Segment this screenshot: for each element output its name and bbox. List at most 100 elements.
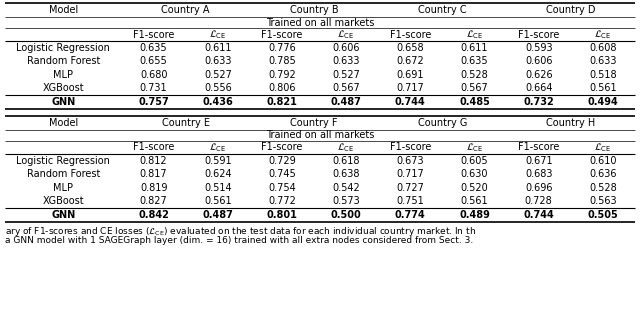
- Text: 0.727: 0.727: [396, 183, 424, 193]
- Text: 0.573: 0.573: [332, 196, 360, 206]
- Text: 0.494: 0.494: [588, 97, 618, 107]
- Text: 0.806: 0.806: [268, 83, 296, 93]
- Text: Country C: Country C: [418, 5, 467, 15]
- Text: 0.638: 0.638: [332, 169, 360, 179]
- Text: 0.528: 0.528: [589, 183, 617, 193]
- Text: 0.671: 0.671: [525, 156, 552, 166]
- Text: 0.610: 0.610: [589, 156, 617, 166]
- Text: 0.817: 0.817: [140, 169, 168, 179]
- Text: 0.611: 0.611: [461, 43, 488, 53]
- Text: 0.436: 0.436: [202, 97, 233, 107]
- Text: 0.635: 0.635: [461, 56, 488, 66]
- Text: 0.812: 0.812: [140, 156, 168, 166]
- Text: 0.608: 0.608: [589, 43, 617, 53]
- Text: 0.605: 0.605: [461, 156, 488, 166]
- Text: $\mathcal{L}_{\mathrm{CE}}$: $\mathcal{L}_{\mathrm{CE}}$: [594, 141, 612, 154]
- Text: $\mathcal{L}_{\mathrm{CE}}$: $\mathcal{L}_{\mathrm{CE}}$: [209, 141, 227, 154]
- Text: $\mathcal{L}_{\mathrm{CE}}$: $\mathcal{L}_{\mathrm{CE}}$: [466, 28, 483, 41]
- Text: F1-score: F1-score: [518, 142, 559, 153]
- Text: 0.757: 0.757: [138, 97, 169, 107]
- Text: 0.624: 0.624: [204, 169, 232, 179]
- Text: 0.567: 0.567: [461, 83, 488, 93]
- Text: 0.744: 0.744: [395, 97, 426, 107]
- Text: 0.842: 0.842: [138, 210, 169, 220]
- Text: Country B: Country B: [290, 5, 339, 15]
- Text: 0.635: 0.635: [140, 43, 168, 53]
- Text: 0.487: 0.487: [202, 210, 233, 220]
- Text: 0.772: 0.772: [268, 196, 296, 206]
- Text: GNN: GNN: [51, 97, 76, 107]
- Text: 0.520: 0.520: [461, 183, 488, 193]
- Text: 0.673: 0.673: [397, 156, 424, 166]
- Text: $\mathcal{L}_{\mathrm{CE}}$: $\mathcal{L}_{\mathrm{CE}}$: [209, 28, 227, 41]
- Text: Country G: Country G: [418, 118, 467, 128]
- Text: ary of F1-scores and CE losses ($\mathcal{L}_{\mathrm{CE}}$) evaluated on the te: ary of F1-scores and CE losses ($\mathca…: [5, 224, 476, 238]
- Text: 0.606: 0.606: [525, 56, 552, 66]
- Text: F1-score: F1-score: [390, 142, 431, 153]
- Text: 0.744: 0.744: [524, 210, 554, 220]
- Text: $\mathcal{L}_{\mathrm{CE}}$: $\mathcal{L}_{\mathrm{CE}}$: [466, 141, 483, 154]
- Text: 0.500: 0.500: [331, 210, 362, 220]
- Text: $\mathcal{L}_{\mathrm{CE}}$: $\mathcal{L}_{\mathrm{CE}}$: [594, 28, 612, 41]
- Text: 0.776: 0.776: [268, 43, 296, 53]
- Text: 0.672: 0.672: [397, 56, 424, 66]
- Text: 0.489: 0.489: [459, 210, 490, 220]
- Text: 0.556: 0.556: [204, 83, 232, 93]
- Text: F1-score: F1-score: [390, 30, 431, 39]
- Text: 0.821: 0.821: [267, 97, 298, 107]
- Text: 0.527: 0.527: [204, 70, 232, 80]
- Text: 0.754: 0.754: [268, 183, 296, 193]
- Text: F1-score: F1-score: [133, 30, 174, 39]
- Text: XGBoost: XGBoost: [42, 196, 84, 206]
- Text: 0.691: 0.691: [397, 70, 424, 80]
- Text: $\mathcal{L}_{\mathrm{CE}}$: $\mathcal{L}_{\mathrm{CE}}$: [337, 141, 355, 154]
- Text: 0.658: 0.658: [397, 43, 424, 53]
- Text: 0.593: 0.593: [525, 43, 552, 53]
- Text: Trained on all markets: Trained on all markets: [266, 131, 374, 140]
- Text: 0.563: 0.563: [589, 196, 617, 206]
- Text: 0.683: 0.683: [525, 169, 552, 179]
- Text: Country D: Country D: [546, 5, 596, 15]
- Text: 0.591: 0.591: [204, 156, 232, 166]
- Text: 0.606: 0.606: [332, 43, 360, 53]
- Text: XGBoost: XGBoost: [42, 83, 84, 93]
- Text: 0.485: 0.485: [459, 97, 490, 107]
- Text: Country A: Country A: [161, 5, 210, 15]
- Text: 0.626: 0.626: [525, 70, 552, 80]
- Text: GNN: GNN: [51, 210, 76, 220]
- Text: Model: Model: [49, 118, 78, 128]
- Text: 0.792: 0.792: [268, 70, 296, 80]
- Text: 0.696: 0.696: [525, 183, 552, 193]
- Text: 0.827: 0.827: [140, 196, 168, 206]
- Text: 0.505: 0.505: [588, 210, 618, 220]
- Text: a GNN model with 1 SAGEGraph layer (dim. = 16) trained with all extra nodes cons: a GNN model with 1 SAGEGraph layer (dim.…: [5, 236, 473, 245]
- Text: 0.717: 0.717: [397, 169, 424, 179]
- Text: 0.633: 0.633: [589, 56, 617, 66]
- Text: 0.561: 0.561: [461, 196, 488, 206]
- Text: Trained on all markets: Trained on all markets: [266, 17, 374, 28]
- Text: 0.630: 0.630: [461, 169, 488, 179]
- Text: 0.731: 0.731: [140, 83, 168, 93]
- Text: Random Forest: Random Forest: [27, 169, 100, 179]
- Text: 0.655: 0.655: [140, 56, 168, 66]
- Text: 0.561: 0.561: [589, 83, 617, 93]
- Text: F1-score: F1-score: [261, 142, 303, 153]
- Text: 0.751: 0.751: [397, 196, 424, 206]
- Text: 0.633: 0.633: [204, 56, 232, 66]
- Text: 0.680: 0.680: [140, 70, 168, 80]
- Text: 0.527: 0.527: [332, 70, 360, 80]
- Text: Logistic Regression: Logistic Regression: [17, 156, 110, 166]
- Text: 0.728: 0.728: [525, 196, 552, 206]
- Text: 0.819: 0.819: [140, 183, 168, 193]
- Text: 0.774: 0.774: [395, 210, 426, 220]
- Text: 0.514: 0.514: [204, 183, 232, 193]
- Text: 0.801: 0.801: [267, 210, 298, 220]
- Text: Model: Model: [49, 5, 78, 15]
- Text: Country E: Country E: [162, 118, 210, 128]
- Text: 0.633: 0.633: [332, 56, 360, 66]
- Text: 0.611: 0.611: [204, 43, 232, 53]
- Text: 0.518: 0.518: [589, 70, 617, 80]
- Text: F1-score: F1-score: [518, 30, 559, 39]
- Text: 0.664: 0.664: [525, 83, 552, 93]
- Text: 0.636: 0.636: [589, 169, 617, 179]
